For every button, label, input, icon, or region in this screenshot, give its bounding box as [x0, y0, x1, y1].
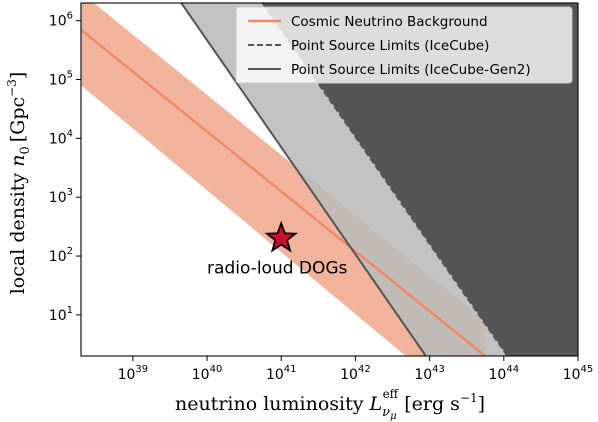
x-axis-label-symbol: L [369, 393, 383, 415]
x-tick-label: 1044 [489, 364, 520, 383]
legend: Cosmic Neutrino Background Point Source … [235, 6, 573, 84]
x-axis-label-unit-close: ] [478, 393, 485, 415]
y-axis-label-unit-close: ] [7, 72, 29, 79]
y-axis-label-text: local density [7, 173, 29, 295]
x-axis-label-unit-sup: −1 [460, 391, 478, 405]
y-axis-ticks: 101 102 103 104 105 106 [49, 11, 81, 324]
legend-label-gen2: Point Source Limits (IceCube-Gen2) [291, 62, 531, 78]
radio-loud-dogs-label: radio-loud DOGs [207, 258, 348, 278]
y-axis-label: local density n0 [Gpc−3] [5, 72, 33, 295]
y-axis-label-unit: [Gpc [7, 97, 29, 142]
x-tick-label: 1043 [414, 364, 445, 383]
plot-frame [80, 2, 579, 357]
gen2-limit-line [180, 3, 427, 356]
x-axis-label-sub: ν [382, 405, 390, 420]
x-axis-label: neutrino luminosity Lνμ eff [erg s−1] [175, 387, 485, 422]
y-tick-label: 102 [49, 246, 73, 265]
x-tick-label: 1041 [266, 364, 297, 383]
y-axis-label-symbol: n [7, 155, 29, 167]
legend-box [235, 6, 573, 84]
cnb-line [81, 28, 486, 356]
y-tick-label: 106 [49, 11, 73, 30]
x-axis-label-text: neutrino luminosity [175, 393, 364, 415]
y-tick-label: 101 [49, 305, 73, 324]
x-tick-label: 1042 [340, 364, 371, 383]
y-axis-label-unit-sup: −3 [5, 79, 19, 97]
y-axis-label-sub: 0 [18, 146, 33, 154]
x-axis-label-unit: [erg s [404, 393, 460, 415]
icecube-excluded-region [262, 3, 578, 356]
legend-label-cnb: Cosmic Neutrino Background [291, 14, 488, 30]
x-axis-ticks: 1039 1040 1041 1042 1043 1044 1045 [118, 356, 594, 383]
y-tick-label: 104 [49, 128, 73, 147]
x-axis-label-sup: eff [383, 387, 400, 401]
legend-label-icecube: Point Source Limits (IceCube) [291, 38, 489, 54]
x-tick-label: 1045 [563, 364, 594, 383]
x-tick-label: 1040 [192, 364, 223, 383]
x-tick-label: 1039 [118, 364, 149, 383]
radio-loud-dogs-marker [264, 220, 299, 253]
x-axis-label-subsub: μ [390, 411, 397, 422]
y-tick-label: 105 [49, 70, 73, 89]
y-tick-label: 103 [49, 187, 73, 206]
